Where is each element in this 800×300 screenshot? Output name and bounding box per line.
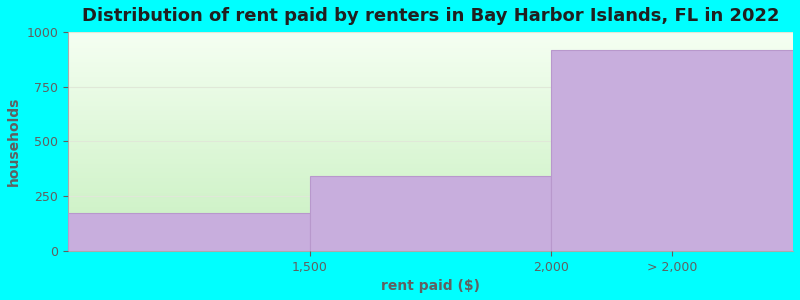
- Bar: [68, 212, 310, 251]
- Y-axis label: households: households: [7, 97, 21, 186]
- X-axis label: rent paid ($): rent paid ($): [381, 279, 480, 293]
- Bar: [551, 50, 793, 251]
- Title: Distribution of rent paid by renters in Bay Harbor Islands, FL in 2022: Distribution of rent paid by renters in …: [82, 7, 779, 25]
- Bar: [310, 176, 551, 251]
